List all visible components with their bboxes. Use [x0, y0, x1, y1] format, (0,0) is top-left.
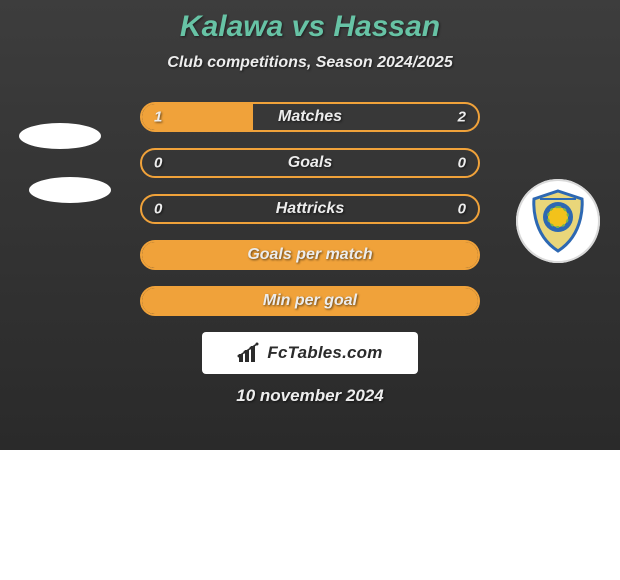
- stat-value-right: 0: [458, 201, 466, 218]
- stat-value-left: 0: [154, 155, 162, 172]
- stats-card: Kalawa vs Hassan Club competitions, Seas…: [0, 0, 620, 450]
- stat-value-left: 0: [154, 201, 162, 218]
- brand-text: FcTables.com: [267, 343, 382, 363]
- player1-avatar-placeholder: [19, 123, 101, 149]
- stat-value-right: 0: [458, 155, 466, 172]
- stat-label: Goals per match: [247, 246, 372, 264]
- stat-label: Goals: [288, 154, 332, 172]
- stat-row-goals-per-match: Goals per match: [140, 240, 480, 270]
- stat-label: Matches: [278, 108, 342, 126]
- stat-value-left: 1: [154, 109, 162, 126]
- stat-row-min-per-goal: Min per goal: [140, 286, 480, 316]
- date-text: 10 november 2024: [0, 386, 620, 406]
- stat-rows: 1 Matches 2 0 Goals 0 0 Hattricks 0 Goal…: [140, 102, 480, 316]
- page-title: Kalawa vs Hassan: [0, 10, 620, 44]
- player2-club-logo: [516, 179, 600, 263]
- stat-row-matches: 1 Matches 2: [140, 102, 480, 132]
- stat-label: Min per goal: [263, 292, 357, 310]
- stat-label: Hattricks: [276, 200, 344, 218]
- stat-row-hattricks: 0 Hattricks 0: [140, 194, 480, 224]
- stat-value-right: 2: [458, 109, 466, 126]
- brand-badge: FcTables.com: [202, 332, 418, 374]
- player1-club-placeholder: [29, 177, 111, 203]
- shield-icon: [528, 189, 588, 253]
- page-subtitle: Club competitions, Season 2024/2025: [0, 54, 620, 72]
- bars-icon: [237, 342, 263, 364]
- stat-row-goals: 0 Goals 0: [140, 148, 480, 178]
